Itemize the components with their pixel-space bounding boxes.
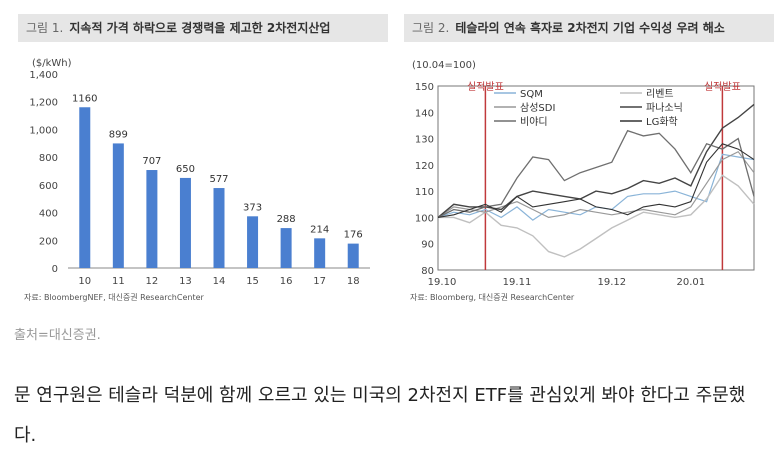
y-tick-label: 150	[415, 82, 434, 93]
image-caption: 출처=대신증권.	[14, 328, 101, 343]
bar-chart: ($/kWh) 0 200 400 600 800 1,000 1,200 1,400 1160 1…	[29, 58, 370, 287]
bar	[112, 143, 124, 268]
bar	[280, 228, 292, 268]
figure-1-label: 그림 1.	[26, 21, 64, 35]
y-tick-label: 400	[39, 209, 58, 220]
x-tick-label: 18	[347, 276, 360, 287]
y-tick-label: 80	[421, 266, 434, 277]
bar	[247, 216, 259, 268]
legend-label: SQM	[520, 89, 543, 100]
figure-1-source: 자료: BloombergNEF, 대신증권 ResearchCenter	[24, 293, 204, 302]
x-tick-label: 10	[78, 276, 91, 287]
figure-2-source: 자료: Bloomberg, 대신증권 ResearchCenter	[410, 293, 575, 302]
x-tick-label: 16	[280, 276, 293, 287]
bar-value-label: 899	[109, 129, 128, 140]
x-tick-label: 19.10	[428, 277, 457, 288]
x-tick-label: 13	[179, 276, 192, 287]
series-line-6	[437, 143, 755, 218]
y-tick-label: 800	[39, 153, 58, 164]
y-tick-label: 600	[39, 181, 58, 192]
x-tick-label: 19.11	[503, 277, 532, 288]
legend-label: 삼성SDI	[520, 102, 555, 114]
figure-2-title: 테슬라의 연속 흑자로 2차전지 기업 수익성 우려 해소	[455, 21, 725, 35]
x-tick-label: 15	[246, 276, 259, 287]
x-tick-label: 11	[112, 276, 125, 287]
y-tick-label: 90	[421, 240, 434, 251]
article-paragraph: 문 연구원은 테슬라 덕분에 함께 오르고 있는 미국의 2차전지 ETF를 관…	[14, 385, 746, 446]
bar	[146, 170, 158, 268]
x-tick-label: 12	[146, 276, 159, 287]
bar	[314, 238, 326, 268]
figure-1-title: 지속적 가격 하락으로 경쟁력을 제고한 2차전지산업	[69, 21, 331, 35]
bar	[347, 243, 359, 268]
y-tick-label: 130	[415, 135, 434, 146]
earnings-marker-label: 실적발표	[704, 81, 741, 93]
x-tick-label: 19.12	[597, 277, 626, 288]
y-tick-label: 200	[39, 236, 58, 247]
y-unit-label: ($/kWh)	[32, 58, 72, 69]
legend-label: LG화학	[646, 116, 678, 128]
y-tick-label: 1,000	[29, 125, 58, 136]
legend-label: 비야디	[520, 116, 548, 128]
y-tick-label: 140	[415, 108, 434, 119]
figure-2-title-bar: 그림 2. 테슬라의 연속 흑자로 2차전지 기업 수익성 우려 해소	[404, 14, 774, 42]
series-line-2	[438, 174, 755, 258]
y-tick-label: 100	[415, 213, 434, 224]
legend-label: 파나소닉	[646, 102, 683, 114]
series-line-5	[437, 129, 755, 218]
bar-value-label: 176	[344, 230, 363, 241]
bar-value-label: 650	[176, 164, 195, 175]
x-tick-label: 20.01	[676, 277, 705, 288]
plot-frame	[437, 85, 755, 271]
figure-2: 그림 2. 테슬라의 연속 흑자로 2차전지 기업 수익성 우려 해소 (10.0…	[404, 14, 774, 314]
series-line-4	[437, 103, 755, 218]
bar-value-label: 577	[209, 174, 228, 185]
line-chart: (10.04=100) 80 90 100 110 120 130 140 150 19.10 19…	[412, 60, 755, 288]
y-tick-label: 1,400	[29, 70, 58, 81]
figure-1: 그림 1. 지속적 가격 하락으로 경쟁력을 제고한 2차전지산업 ($/kWh)…	[18, 14, 388, 314]
y-tick-label: 120	[415, 161, 434, 172]
bar-value-label: 288	[277, 214, 296, 225]
y-tick-label: 0	[52, 264, 58, 275]
y-tick-label: 110	[415, 187, 434, 198]
y-tick-label: 1,200	[29, 98, 58, 109]
x-tick-label: 17	[313, 276, 326, 287]
bar-value-label: 373	[243, 202, 262, 213]
earnings-marker-label: 실적발표	[467, 81, 504, 93]
bar-value-label: 1160	[72, 93, 97, 104]
bar-value-label: 707	[142, 156, 161, 167]
bar	[179, 177, 191, 268]
bar	[79, 107, 91, 268]
figure-1-title-bar: 그림 1. 지속적 가격 하락으로 경쟁력을 제고한 2차전지산업	[18, 14, 388, 42]
series-line-3	[437, 150, 755, 219]
bar	[213, 188, 225, 268]
legend-label: 리벤트	[646, 88, 674, 100]
y-unit-label: (10.04=100)	[412, 60, 476, 71]
figure-2-label: 그림 2.	[412, 21, 450, 35]
x-tick-label: 14	[213, 276, 226, 287]
bar-value-label: 214	[310, 224, 329, 235]
